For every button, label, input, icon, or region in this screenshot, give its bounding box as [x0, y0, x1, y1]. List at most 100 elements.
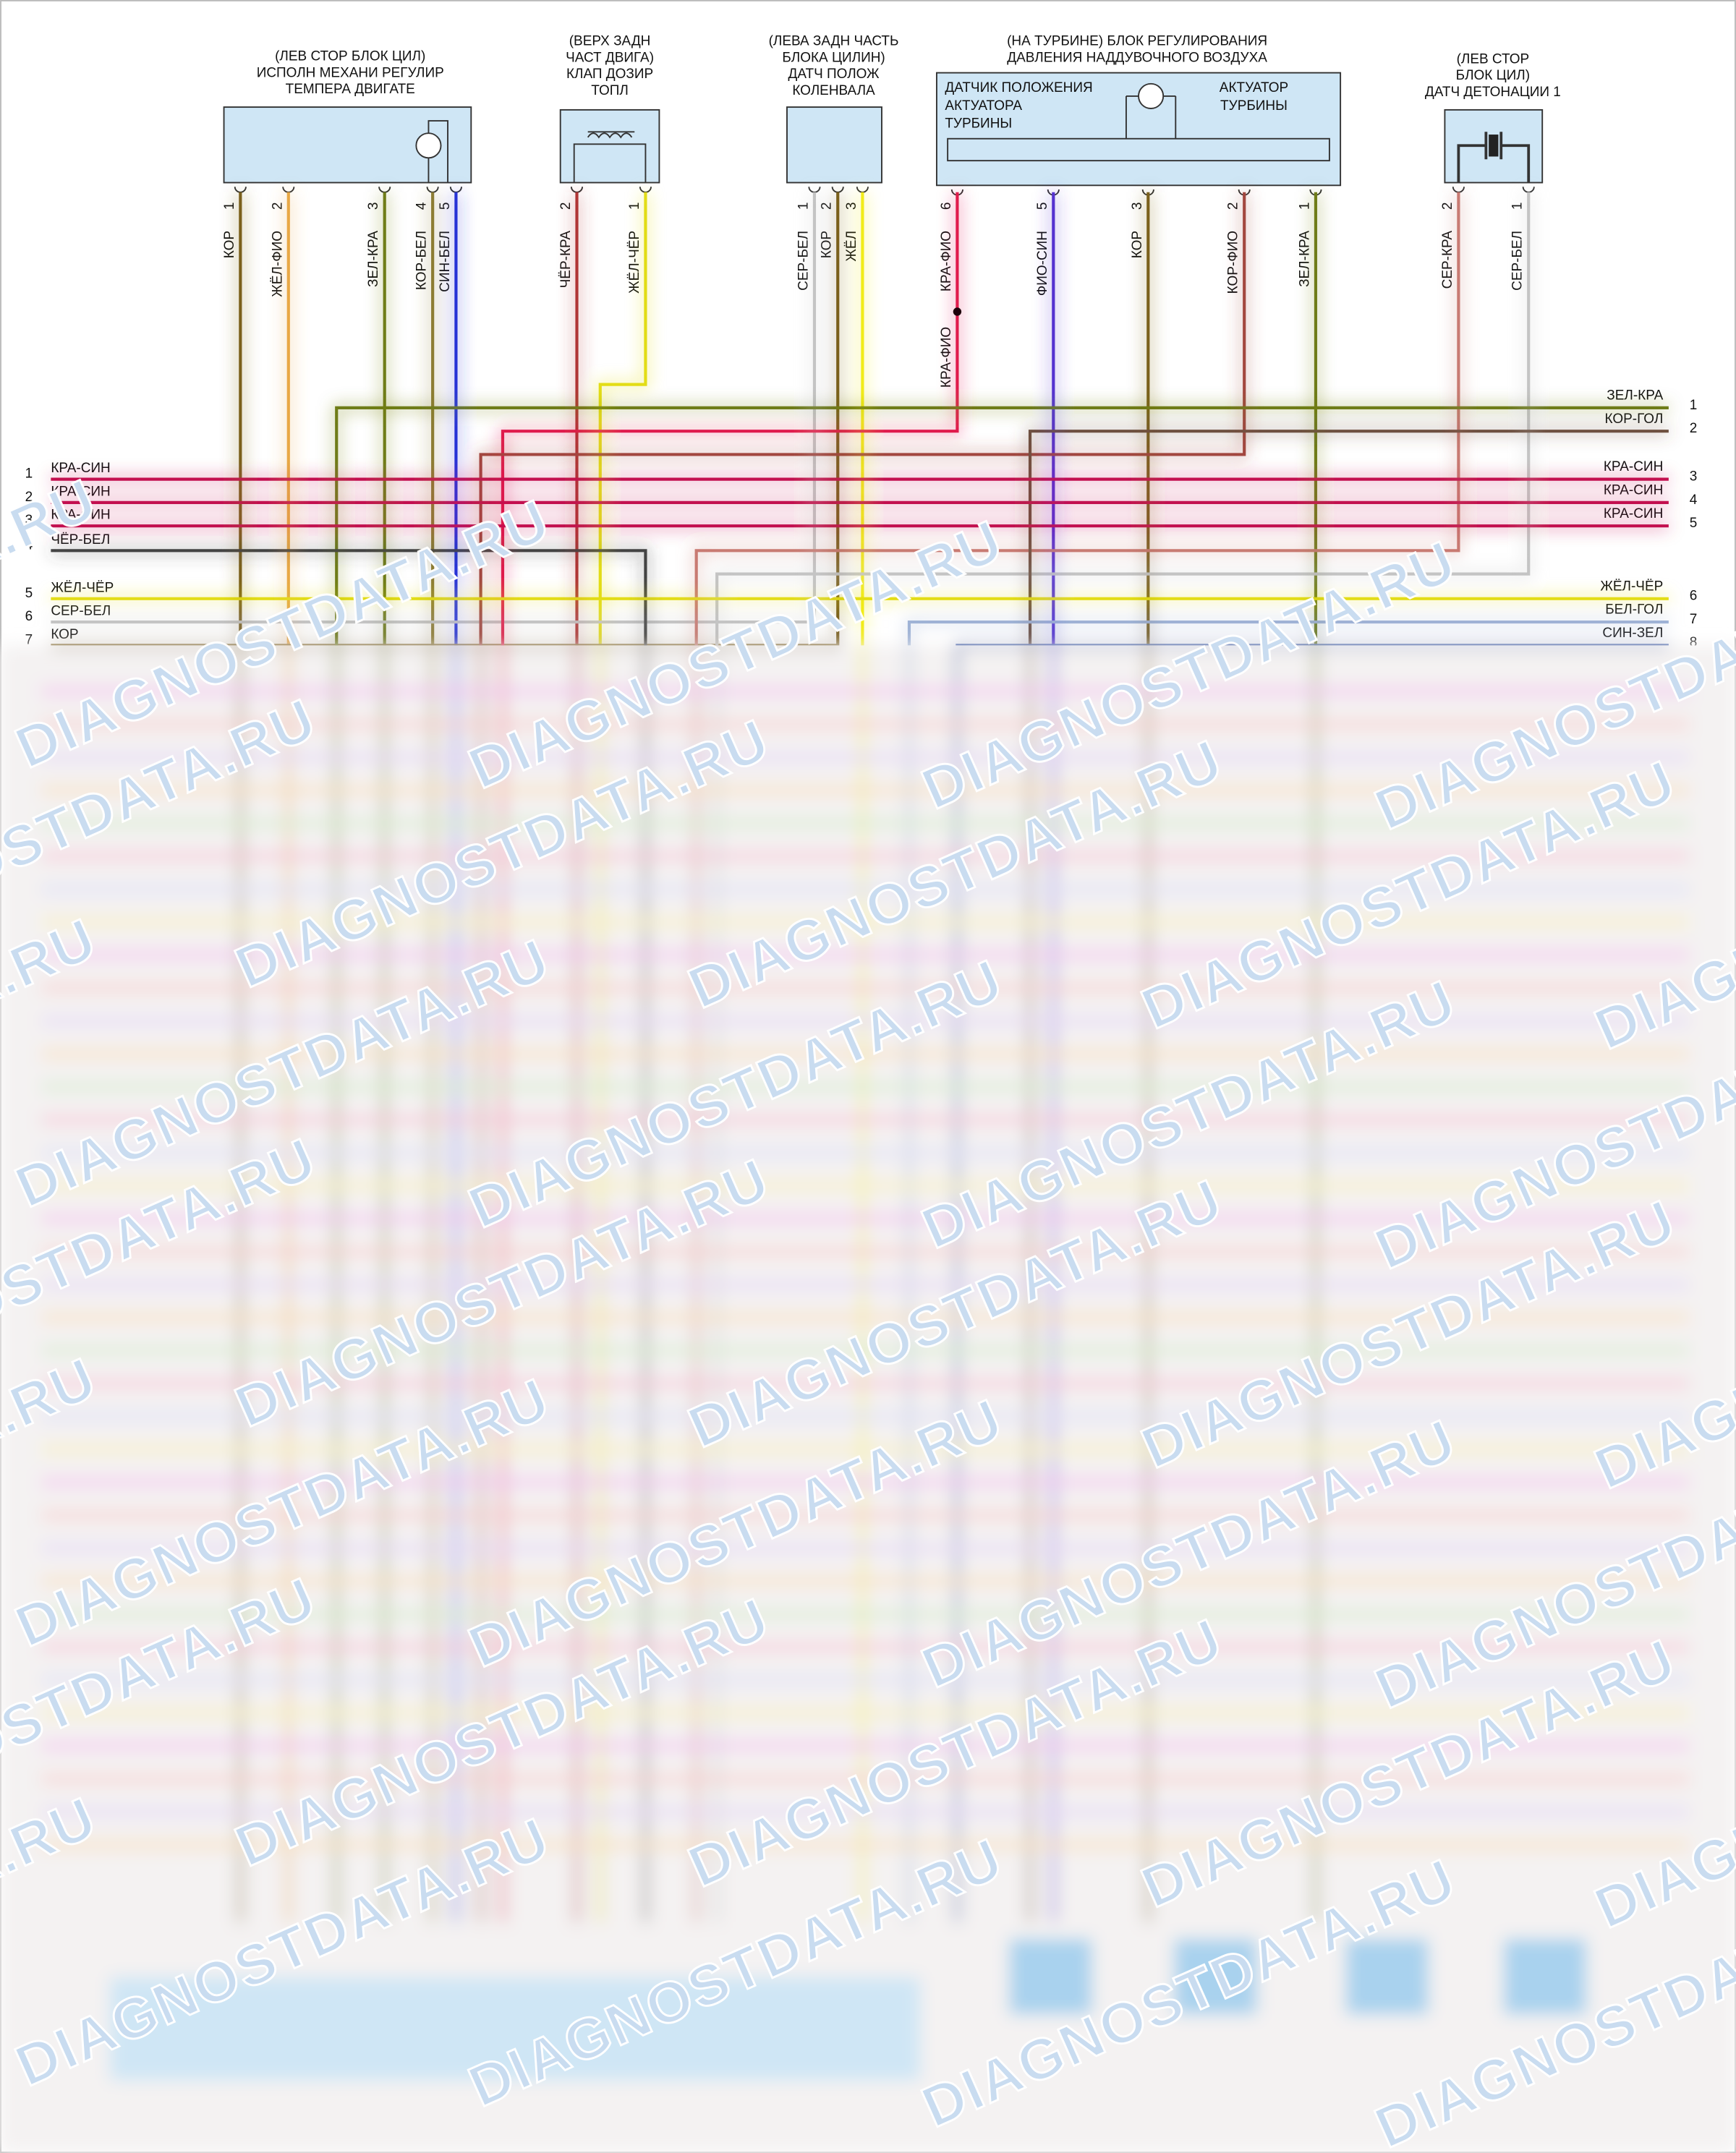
pin-number: 1 [1297, 202, 1312, 210]
blurred-band [41, 818, 1690, 828]
pin-number: 2 [820, 202, 835, 210]
connector-pin: 1 [25, 466, 33, 482]
blurred-band [41, 1510, 1690, 1520]
pin-number: 2 [270, 202, 285, 210]
pin-socket [378, 187, 391, 193]
wire-label: БЕЛ-ГОЛ [1605, 602, 1663, 618]
pin-number: 1 [627, 202, 642, 210]
wire-label: КРА-СИН [1604, 459, 1663, 474]
actuator-bar [947, 137, 1330, 162]
pin-number: 2 [1440, 202, 1455, 210]
blurred-band [41, 983, 1690, 993]
blurred-band [41, 1246, 1690, 1257]
pin-number: 5 [438, 202, 453, 210]
pin-number: 1 [1510, 202, 1526, 210]
inner-label: ДАТЧИК ПОЛОЖЕНИЯ [945, 80, 1092, 95]
inner-label: АКТУАТОР [1220, 80, 1288, 95]
blurred-band [41, 917, 1690, 927]
pin-socket [639, 187, 652, 193]
wire-label: КОР [222, 231, 237, 258]
blurred-band [41, 1477, 1690, 1488]
blurred-band [41, 1214, 1690, 1224]
knock-sensor [1457, 132, 1531, 183]
wire-label: ЧЁР-БЕЛ [51, 532, 110, 547]
wire-blurred [51, 548, 648, 1923]
blurred-band [41, 1444, 1690, 1454]
wire-label: КОР [820, 231, 835, 258]
component-label: КЛАП ДОЗИР [566, 67, 653, 82]
wire-blurred [51, 192, 841, 648]
blurred-band [41, 1741, 1690, 1751]
blurred-ecu [109, 1977, 921, 2081]
actuator-motor [1138, 82, 1165, 109]
blurred-band [41, 1180, 1690, 1191]
component-label: БЛОК ЦИЛ) [1456, 68, 1530, 83]
blurred-band [41, 1543, 1690, 1553]
connector-pin: 4 [1690, 493, 1698, 508]
wire-label: КОР-ФИО [1226, 231, 1241, 294]
pin-number: 3 [366, 202, 381, 210]
blurred-band [41, 1082, 1690, 1092]
blurred-band [41, 752, 1690, 762]
blurred-band [41, 1807, 1690, 1817]
pin-number: 4 [414, 202, 430, 210]
blurred-band [41, 1345, 1690, 1355]
wire-blurred [501, 192, 960, 1923]
pin-number: 2 [558, 202, 574, 210]
blurred-band [41, 1840, 1690, 1850]
component-label: ИСПОЛН МЕХАНИ РЕГУЛИР [257, 65, 444, 80]
wire-label: ЗЕЛ-КРА [366, 231, 381, 287]
blurred-band [41, 1049, 1690, 1059]
blurred-band [41, 1773, 1690, 1784]
motor-leads [427, 120, 448, 183]
component-label: БЛОКА ЦИЛИН) [782, 50, 885, 65]
blurred-band [41, 1642, 1690, 1653]
pin-socket [282, 187, 295, 193]
connector-pin: 6 [25, 609, 33, 624]
inner-label: АКТУАТОРА [945, 98, 1022, 114]
component-label: ДАТЧ ДЕТОНАЦИИ 1 [1425, 85, 1561, 100]
pin-socket [808, 187, 821, 193]
pin-socket [449, 187, 462, 193]
blurred-band [41, 719, 1690, 730]
blurred-band [41, 1114, 1690, 1125]
blurred-band [41, 1148, 1690, 1158]
blurred-band [41, 1609, 1690, 1619]
component-box [559, 108, 660, 184]
component-label: (ЛЕВА ЗАДН ЧАСТЬ [769, 34, 899, 49]
connector-pin: 3 [1690, 469, 1698, 485]
wire-label: КРА-СИН [51, 461, 110, 476]
wire-label: КРА-СИН [1604, 482, 1663, 498]
connector-pin: 2 [25, 490, 33, 505]
wire-label: КРА-СИН [51, 508, 110, 523]
blurred-band [41, 1411, 1690, 1422]
blurred-area [0, 192, 1736, 2153]
component-label: (ВЕРХ ЗАДН [569, 34, 651, 49]
wire-blurred [1028, 429, 1669, 1923]
wire-label: КРА-ФИО [939, 327, 954, 388]
wire-label: ФИО-СИН [1035, 231, 1050, 296]
component-label: ТЕМПЕРА ДВИГАТЕ [286, 82, 415, 97]
connector-pin: 4 [25, 537, 33, 553]
blurred-sensor [1174, 1938, 1257, 2015]
pin-socket [426, 187, 439, 193]
wire-label: СЕР-БЕЛ [1510, 231, 1526, 291]
pin-number: 3 [844, 202, 859, 210]
pin-socket [570, 187, 584, 193]
wire-label: СЕР-КРА [1440, 231, 1455, 289]
wire-label: ЗЕЛ-КРА [1297, 231, 1312, 287]
blurred-band [41, 884, 1690, 894]
wire-label: КОР [1130, 231, 1145, 258]
component-label: ДАВЛЕНИЯ НАДДУВОЧНОГО ВОЗДУХА [1007, 50, 1267, 65]
connector-pin: 7 [1690, 612, 1698, 627]
connector-pin: 7 [25, 632, 33, 647]
blurred-band [41, 1675, 1690, 1685]
wire-blurred [955, 643, 1669, 1923]
connector-pin: 6 [1690, 589, 1698, 604]
blurred-band [41, 1378, 1690, 1389]
wire-label: ЖЁЛ-ЧЁР [1600, 579, 1663, 594]
pin-socket [1522, 187, 1535, 193]
pin-number: 1 [796, 202, 811, 210]
pin-number: 2 [1226, 202, 1241, 210]
